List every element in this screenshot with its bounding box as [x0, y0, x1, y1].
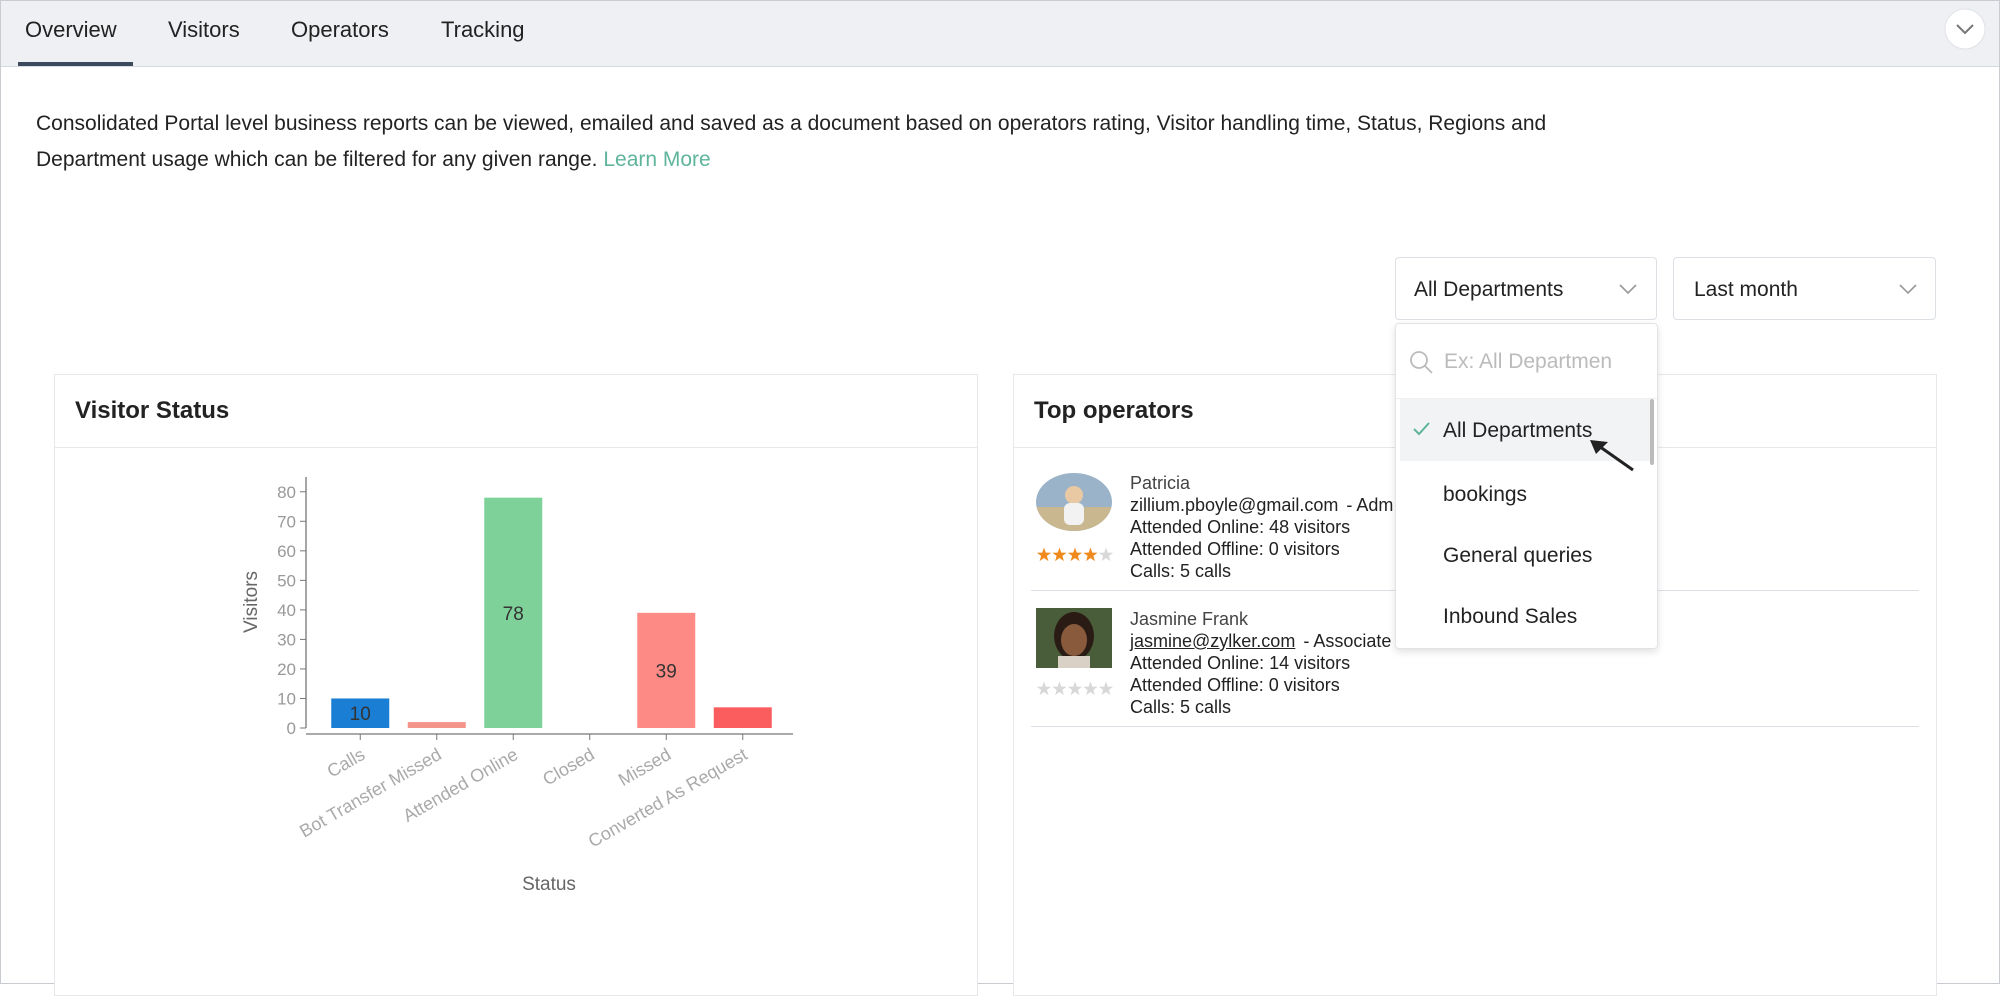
rating-stars	[1036, 681, 1114, 696]
value-label: 78	[503, 604, 524, 625]
tab-underline	[18, 62, 133, 66]
option[interactable]: All Departments	[1443, 419, 1593, 442]
operator-email[interactable]: jasmine@zylker.com	[1130, 631, 1296, 651]
tab[interactable]: Overview	[25, 17, 117, 42]
rating-star	[1036, 547, 1052, 562]
operator-role: - Associate	[1303, 631, 1392, 651]
rating-star	[1098, 681, 1114, 696]
bar	[331, 698, 390, 728]
select-value: All Departments	[1414, 278, 1564, 301]
search-input[interactable]: Ex: All Departmen	[1444, 350, 1613, 373]
rating-stars	[1036, 547, 1114, 562]
rating-star	[1083, 681, 1098, 696]
operator-role: - Adm	[1346, 495, 1394, 515]
y-tick-label: 80	[277, 483, 296, 502]
card-title: Top operators	[1034, 397, 1194, 424]
x-tick-label: Bot Transfer Missed	[296, 744, 445, 841]
learn-more-link[interactable]: Learn More	[603, 148, 711, 171]
attended-online: Attended Online: 14 visitors	[1130, 653, 1351, 673]
calls: Calls: 5 calls	[1130, 561, 1232, 581]
value-label: 10	[350, 704, 371, 725]
card-header: Visitor Status	[55, 375, 977, 448]
tab[interactable]: Visitors	[168, 17, 240, 42]
x-tick-label: Closed	[539, 744, 598, 789]
department-select[interactable]: All Departments	[1395, 257, 1657, 320]
card-title: Visitor Status	[75, 397, 230, 424]
y-tick-label: 40	[277, 601, 296, 620]
rating-star	[1036, 681, 1052, 696]
email-row: zillium.pboyle@gmail.com - Adm	[1130, 495, 1393, 516]
divider	[1396, 398, 1657, 399]
operator-name: Patricia	[1130, 473, 1191, 493]
calls: Calls: 5 calls	[1130, 697, 1232, 717]
chevron	[1619, 284, 1637, 295]
description-text: Consolidated Portal level business repor…	[36, 112, 1547, 171]
x-tick-label: Missed	[615, 744, 674, 790]
check-icon	[1413, 422, 1430, 436]
tab[interactable]: Operators	[291, 17, 389, 42]
x-tick-label: Calls	[324, 744, 369, 781]
rating-star	[1083, 547, 1098, 562]
avatar	[1036, 608, 1112, 668]
search-icon	[1410, 351, 1433, 374]
email-row: jasmine@zylker.com - Associate	[1130, 631, 1391, 652]
rating-star	[1052, 681, 1067, 696]
select-value: Last month	[1694, 278, 1798, 301]
chevron	[1899, 284, 1917, 295]
bar	[637, 612, 696, 728]
rating-star	[1067, 547, 1083, 562]
rating-star	[1067, 681, 1083, 696]
collapse-button[interactable]	[1943, 7, 1987, 51]
separator	[1031, 726, 1919, 727]
chart: 0 10 20 30 40 50 60 70 80 Visitors Status Calls 10 Bo…	[241, 477, 793, 895]
y-tick-label: 60	[277, 542, 296, 561]
rating-star	[1098, 547, 1114, 562]
option[interactable]: General queries	[1443, 544, 1593, 567]
bar	[713, 707, 772, 728]
option[interactable]: bookings	[1443, 483, 1528, 506]
y-tick-label: 30	[277, 630, 296, 649]
bar	[407, 722, 466, 728]
attended-offline: Attended Offline: 0 visitors	[1130, 539, 1340, 559]
y-tick-label: 70	[277, 512, 296, 531]
attended-online: Attended Online: 48 visitors	[1130, 517, 1351, 537]
y-tick-label: 0	[287, 719, 296, 738]
description: Consolidated Portal level business repor…	[36, 106, 1606, 178]
y-tick-label: 50	[277, 571, 296, 590]
y-axis-label: Visitors	[241, 571, 262, 633]
tab[interactable]: Tracking	[441, 17, 525, 42]
scrollbar	[1650, 399, 1654, 465]
value-label: 39	[656, 661, 677, 682]
tab-bar: Overview Visitors Operators Tracking	[1, 1, 1999, 67]
bar	[484, 497, 543, 728]
y-tick-label: 10	[277, 689, 296, 708]
highlight	[1400, 399, 1650, 461]
operator-name: Jasmine Frank	[1130, 609, 1249, 629]
avatar	[1036, 473, 1112, 531]
period-select[interactable]: Last month	[1673, 257, 1936, 320]
department-dropdown: Ex: All Departmen All Departments bookin…	[1395, 323, 1658, 649]
rating-star	[1052, 547, 1067, 562]
y-tick-label: 20	[277, 660, 296, 679]
cursor	[1590, 440, 1634, 472]
option[interactable]: Inbound Sales	[1443, 605, 1578, 628]
attended-offline: Attended Offline: 0 visitors	[1130, 675, 1340, 695]
x-axis-label: Status	[522, 874, 576, 895]
operator-email[interactable]: zillium.pboyle@gmail.com	[1130, 495, 1339, 515]
